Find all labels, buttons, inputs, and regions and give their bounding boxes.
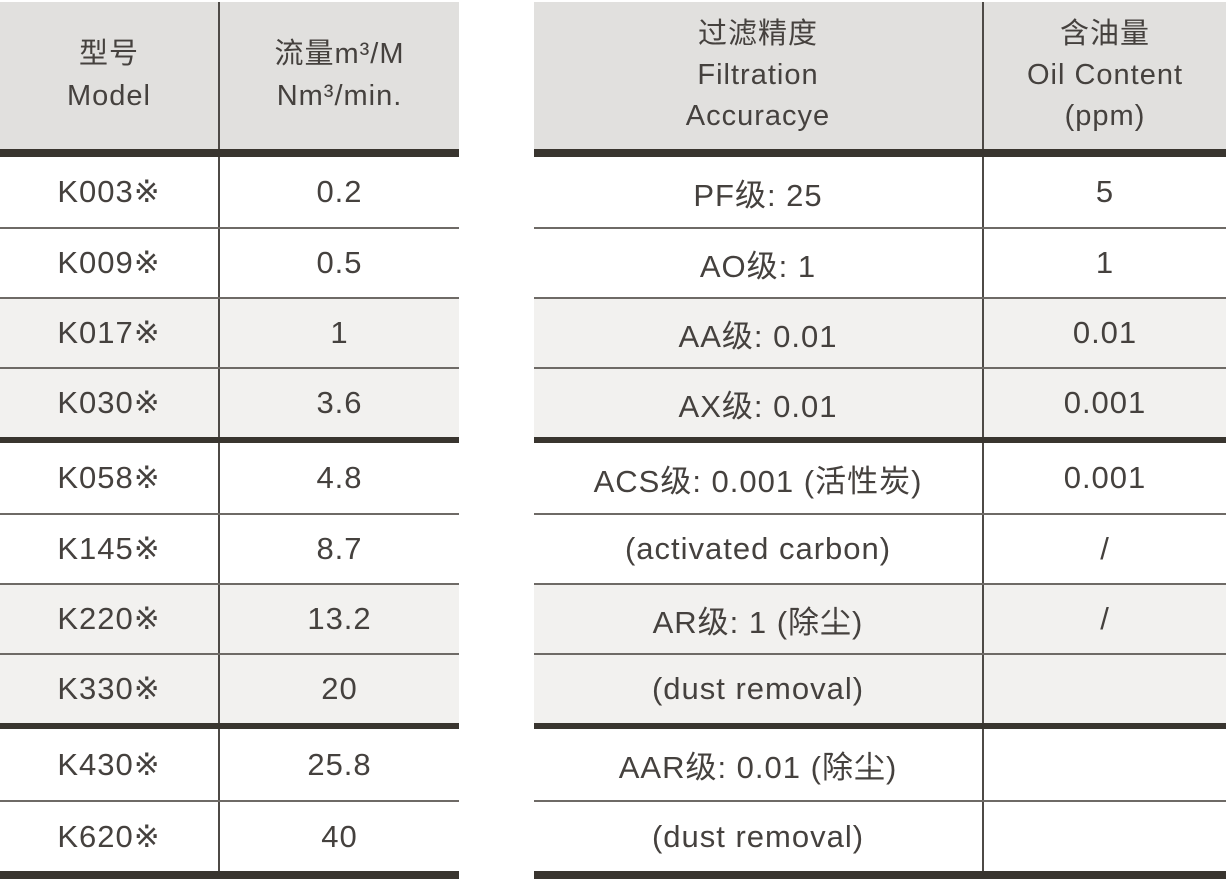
filtration-cell: AX级: 0.01	[534, 369, 984, 437]
filtration-cell: (activated carbon)	[534, 515, 984, 583]
model-cell: K058※	[0, 443, 220, 513]
header-oil-en2: (ppm)	[1064, 100, 1146, 133]
table-row: AR级: 1 (除尘) /	[534, 583, 1226, 653]
filtration-cell: AAR级: 0.01 (除尘)	[534, 729, 984, 800]
oil-content-cell	[984, 729, 1226, 800]
flow-cell: 0.2	[316, 174, 363, 209]
flow-cell: 13.2	[307, 601, 372, 636]
table-row: K145※ 8.7	[0, 513, 459, 583]
model-cell: K009※	[0, 229, 220, 297]
group-divider-line	[0, 437, 459, 443]
table-row: K030※ 3.6	[0, 367, 459, 437]
table-row: PF级: 25 5	[534, 157, 1226, 227]
oil-content-cell: /	[1100, 531, 1110, 566]
header-cell-model: 型号 Model	[0, 2, 220, 149]
table-row: AX级: 0.01 0.001	[534, 367, 1226, 437]
header-filtration-en2: Accuracye	[685, 100, 831, 133]
table-row: K058※ 4.8	[0, 443, 459, 513]
table-row: K017※ 1	[0, 297, 459, 367]
header-filtration-en1: Filtration	[697, 58, 819, 91]
oil-content-cell: /	[1100, 601, 1110, 636]
header-oil-zh: 含油量	[1059, 17, 1150, 50]
model-cell: K430※	[0, 729, 220, 800]
filtration-cell: AA级: 0.01	[534, 299, 984, 367]
table-row: ACS级: 0.001 (活性炭) 0.001	[534, 443, 1226, 513]
oil-content-cell	[984, 802, 1226, 871]
filtration-cell: AO级: 1	[534, 229, 984, 297]
row-group-2: K058※ 4.8 K145※ 8.7 K220※ 13.2 K330※ 20	[0, 443, 459, 723]
model-cell: K017※	[0, 299, 220, 367]
table-row: K620※ 40	[0, 800, 459, 871]
flow-cell: 20	[321, 671, 358, 706]
row-group-1: K003※ 0.2 K009※ 0.5 K017※ 1 K030※ 3.6	[0, 157, 459, 437]
flow-cell: 3.6	[316, 385, 363, 420]
header-model-en: Model	[67, 79, 151, 112]
filtration-cell: (dust removal)	[534, 655, 984, 723]
header-cell-oil-content: 含油量 Oil Content (ppm)	[984, 2, 1226, 149]
header-flow-line2: Nm³/min.	[276, 79, 403, 112]
header-divider-line	[0, 149, 459, 157]
table-row: (dust removal)	[534, 800, 1226, 871]
row-group-1: PF级: 25 5 AO级: 1 1 AA级: 0.01 0.01 AX级: 0…	[534, 157, 1226, 437]
table-row: K009※ 0.5	[0, 227, 459, 297]
flow-cell: 25.8	[307, 746, 372, 782]
header-model-zh: 型号	[78, 38, 139, 71]
group-divider-line	[534, 437, 1226, 443]
flow-cell: 40	[321, 818, 358, 854]
model-cell: K030※	[0, 369, 220, 437]
table-row: (activated carbon) /	[534, 513, 1226, 583]
table-row: K003※ 0.2	[0, 157, 459, 227]
filtration-cell: ACS级: 0.001 (活性炭)	[534, 443, 984, 513]
oil-content-cell: 0.01	[1072, 315, 1138, 350]
header-filtration-zh: 过滤精度	[697, 17, 818, 50]
filtration-oil-table: 过滤精度 Filtration Accuracye 含油量 Oil Conten…	[534, 2, 1226, 879]
model-cell: K145※	[0, 515, 220, 583]
row-group-2: ACS级: 0.001 (活性炭) 0.001 (activated carbo…	[534, 443, 1226, 723]
group-divider-line	[534, 723, 1226, 729]
table-row: AO级: 1 1	[534, 227, 1226, 297]
model-cell: K330※	[0, 655, 220, 723]
table-row: (dust removal)	[534, 653, 1226, 723]
group-divider-line	[0, 723, 459, 729]
table-bottom-line	[534, 871, 1226, 879]
header-flow-line1: 流量m³/M	[274, 38, 405, 71]
filtration-oil-table-header: 过滤精度 Filtration Accuracye 含油量 Oil Conten…	[534, 2, 1226, 149]
row-group-3: K430※ 25.8 K620※ 40	[0, 729, 459, 871]
oil-content-cell: 0.001	[1063, 460, 1147, 495]
table-row: AAR级: 0.01 (除尘)	[534, 729, 1226, 800]
model-cell: K620※	[0, 802, 220, 871]
flow-cell: 8.7	[316, 531, 363, 566]
table-row: K330※ 20	[0, 653, 459, 723]
model-cell: K220※	[0, 585, 220, 653]
filtration-cell: AR级: 1 (除尘)	[534, 585, 984, 653]
table-row: AA级: 0.01 0.01	[534, 297, 1226, 367]
model-flow-table-header: 型号 Model 流量m³/M Nm³/min.	[0, 2, 459, 149]
filtration-cell: PF级: 25	[534, 157, 984, 227]
filtration-cell: (dust removal)	[534, 802, 984, 871]
table-row: K430※ 25.8	[0, 729, 459, 800]
header-cell-filtration: 过滤精度 Filtration Accuracye	[534, 2, 984, 149]
flow-cell: 1	[330, 315, 349, 350]
model-cell: K003※	[0, 157, 220, 227]
header-cell-flow: 流量m³/M Nm³/min.	[220, 2, 459, 149]
flow-cell: 0.5	[316, 245, 363, 280]
model-flow-table: 型号 Model 流量m³/M Nm³/min. K003※ 0.2 K009※…	[0, 2, 459, 879]
oil-content-cell: 5	[1095, 174, 1115, 209]
flow-cell: 4.8	[316, 460, 363, 495]
oil-content-cell	[984, 655, 1226, 723]
row-group-3: AAR级: 0.01 (除尘) (dust removal)	[534, 729, 1226, 871]
oil-content-cell: 0.001	[1063, 385, 1147, 420]
table-row: K220※ 13.2	[0, 583, 459, 653]
table-bottom-line	[0, 871, 459, 879]
oil-content-cell: 1	[1095, 245, 1115, 280]
header-divider-line	[534, 149, 1226, 157]
header-oil-en1: Oil Content	[1026, 58, 1184, 91]
